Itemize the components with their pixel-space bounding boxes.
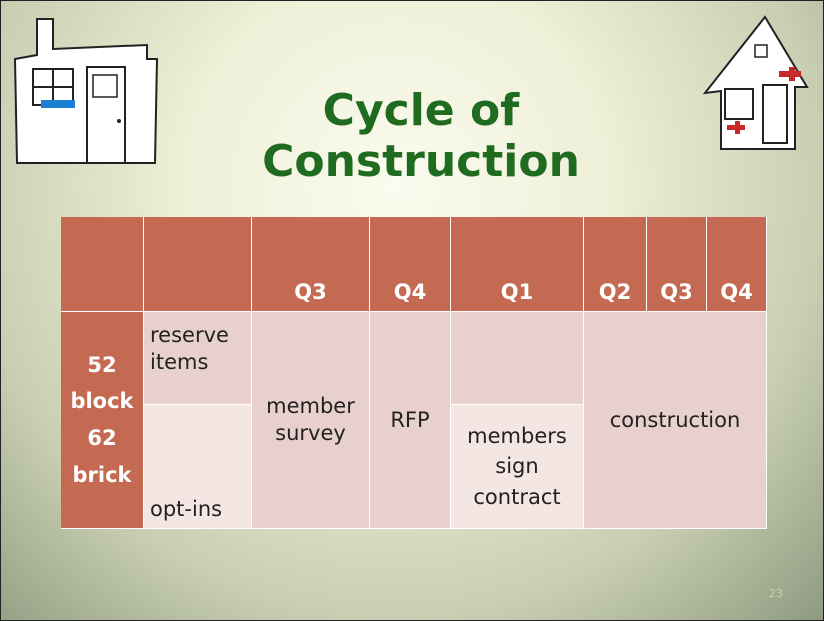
cell: opt-ins <box>144 405 252 529</box>
header-cell: Q4 <box>370 217 451 312</box>
slide-number: 23 <box>769 587 783 600</box>
header-cell: Q4 <box>707 217 767 312</box>
header-cell <box>61 217 144 312</box>
cell: members sign contract <box>451 405 584 529</box>
cell: construction <box>584 312 767 529</box>
house-icon-left <box>13 18 159 164</box>
cell: RFP <box>370 312 451 529</box>
cell: member survey <box>252 312 370 529</box>
house-icon-right <box>702 15 809 150</box>
slide-title: Cycle of Construction <box>262 85 580 187</box>
cell: reserve items <box>144 312 252 405</box>
header-cell: Q3 <box>252 217 370 312</box>
header-cell: Q1 <box>451 217 584 312</box>
header-cell <box>144 217 252 312</box>
side-label: 52 block 62 brick <box>61 312 144 529</box>
header-cell: Q3 <box>647 217 707 312</box>
cell <box>451 312 584 405</box>
header-cell: Q2 <box>584 217 647 312</box>
